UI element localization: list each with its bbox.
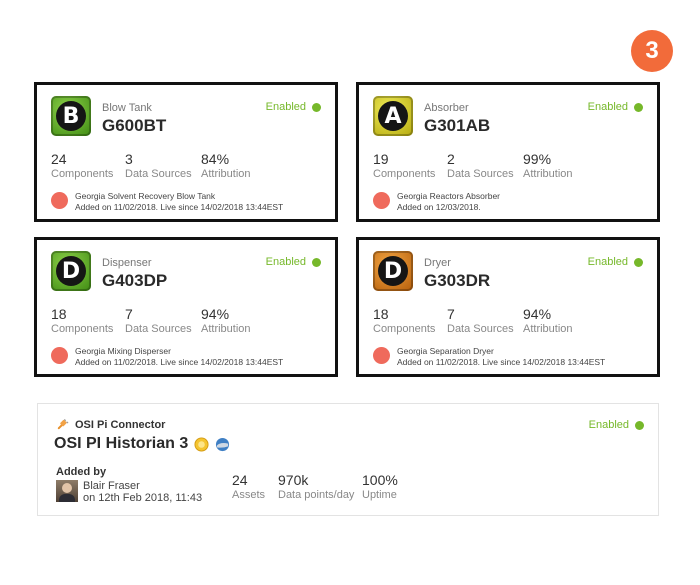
data-sources-count: 2 [447, 151, 455, 167]
connector-type: OSI Pi Connector [56, 418, 165, 431]
owner-description: Georgia Separation Dryer [397, 346, 494, 356]
status-dot-icon [635, 420, 644, 430]
status-label: Enabled [265, 256, 306, 268]
uptime-label: Uptime [362, 489, 397, 501]
owner-avatar-icon [51, 192, 68, 209]
asset-id: G303DR [424, 271, 491, 290]
status-label: Enabled [587, 256, 628, 268]
added-by-label: Added by [56, 466, 107, 478]
status-dot-icon [634, 257, 643, 267]
asset-type-label: Dryer [424, 257, 451, 269]
owner-description: Georgia Solvent Recovery Blow Tank [75, 191, 216, 201]
grade-letter: D [56, 256, 86, 286]
connector-title: OSI PI Historian 3 [54, 435, 230, 453]
data-sources-label: Data Sources [447, 323, 514, 335]
owner-info: Georgia Reactors Absorber Added on 12/03/… [373, 191, 500, 213]
added-date: on 12th Feb 2018, 11:43 [83, 492, 203, 504]
data-sources-count: 7 [125, 306, 133, 322]
asset-type-label: Absorber [424, 102, 469, 114]
attribution-label: Attribution [523, 168, 573, 180]
data-sources-count: 3 [125, 151, 133, 167]
data-points-label: Data points/day [278, 489, 355, 501]
grade-letter: D [378, 256, 408, 286]
owner-description: Georgia Mixing Disperser [75, 346, 171, 356]
attribution-label: Attribution [201, 168, 251, 180]
status-label: Enabled [587, 101, 628, 113]
status-indicator: Enabled [266, 256, 321, 268]
status-label: Enabled [588, 419, 629, 431]
components-count: 19 [373, 151, 389, 167]
data-points-count: 970k [278, 472, 309, 488]
attribution-value: 94% [201, 306, 230, 322]
asset-id: G600BT [102, 116, 167, 135]
data-sources-count: 7 [447, 306, 455, 322]
owner-avatar-icon [51, 347, 68, 364]
status-indicator: Enabled [266, 101, 321, 113]
asset-type-label: Dispenser [102, 257, 152, 269]
asset-id: G301AB [424, 116, 491, 135]
added-date: Added on 11/02/2018. Live since 14/02/20… [75, 357, 284, 367]
asset-card-g301ab[interactable]: A Absorber G301AB Enabled 19 Components 2… [356, 82, 660, 222]
status-dot-icon [312, 257, 321, 267]
components-count: 24 [51, 151, 67, 167]
owner-info: Georgia Solvent Recovery Blow Tank Added … [51, 191, 283, 213]
data-sources-label: Data Sources [125, 168, 192, 180]
status-label: Enabled [265, 101, 306, 113]
grade-badge-icon: D [373, 251, 413, 291]
owner-info: Georgia Mixing Disperser Added on 11/02/2… [51, 346, 283, 368]
plug-icon [57, 418, 69, 430]
owner-avatar-icon [373, 347, 390, 364]
attribution-label: Attribution [523, 323, 573, 335]
attribution-value: 99% [523, 151, 552, 167]
components-label: Components [373, 168, 436, 180]
owner-avatar-icon [373, 192, 390, 209]
components-count: 18 [373, 306, 389, 322]
grade-badge-icon: A [373, 96, 413, 136]
status-indicator: Enabled [589, 419, 644, 431]
grade-letter: A [378, 101, 408, 131]
user-name[interactable]: Blair Fraser [83, 480, 140, 492]
connector-name: OSI PI Historian 3 [54, 435, 189, 452]
attribution-value: 94% [523, 306, 552, 322]
globe-icon [216, 437, 230, 451]
asset-id: G403DP [102, 271, 168, 290]
assets-count: 24 [232, 472, 248, 488]
owner-description: Georgia Reactors Absorber [397, 191, 500, 201]
asset-card-g303dr[interactable]: D Dryer G303DR Enabled 18 Components 7 Dat… [356, 237, 660, 377]
grade-badge-icon: D [51, 251, 91, 291]
status-indicator: Enabled [588, 256, 643, 268]
data-sources-label: Data Sources [125, 323, 192, 335]
asset-card-g600bt[interactable]: B Blow Tank G600BT Enabled 24 Components … [34, 82, 338, 222]
attribution-label: Attribution [201, 323, 251, 335]
assets-label: Assets [232, 489, 266, 501]
owner-info: Georgia Separation Dryer Added on 11/02/2… [373, 346, 605, 368]
added-date: Added on 12/03/2018. [397, 202, 481, 212]
components-count: 18 [51, 306, 67, 322]
gold-badge-icon [194, 436, 209, 452]
added-date: Added on 11/02/2018. Live since 14/02/20… [75, 202, 284, 212]
attribution-value: 84% [201, 151, 230, 167]
step-number-badge: 3 [631, 30, 673, 72]
asset-card-g403dp[interactable]: D Dispenser G403DP Enabled 18 Components … [34, 237, 338, 377]
connector-type-label: OSI Pi Connector [75, 418, 166, 431]
status-dot-icon [312, 102, 321, 112]
components-label: Components [51, 323, 114, 335]
connector-card[interactable]: OSI Pi Connector OSI PI Historian 3 Enab… [37, 403, 659, 516]
grade-badge-icon: B [51, 96, 91, 136]
user-avatar [56, 480, 78, 502]
uptime-value: 100% [362, 472, 398, 488]
status-dot-icon [634, 102, 643, 112]
added-date: Added on 11/02/2018. Live since 14/02/20… [397, 357, 606, 367]
grade-letter: B [56, 101, 86, 131]
components-label: Components [373, 323, 436, 335]
asset-type-label: Blow Tank [102, 102, 152, 114]
data-sources-label: Data Sources [447, 168, 514, 180]
components-label: Components [51, 168, 114, 180]
status-indicator: Enabled [588, 101, 643, 113]
